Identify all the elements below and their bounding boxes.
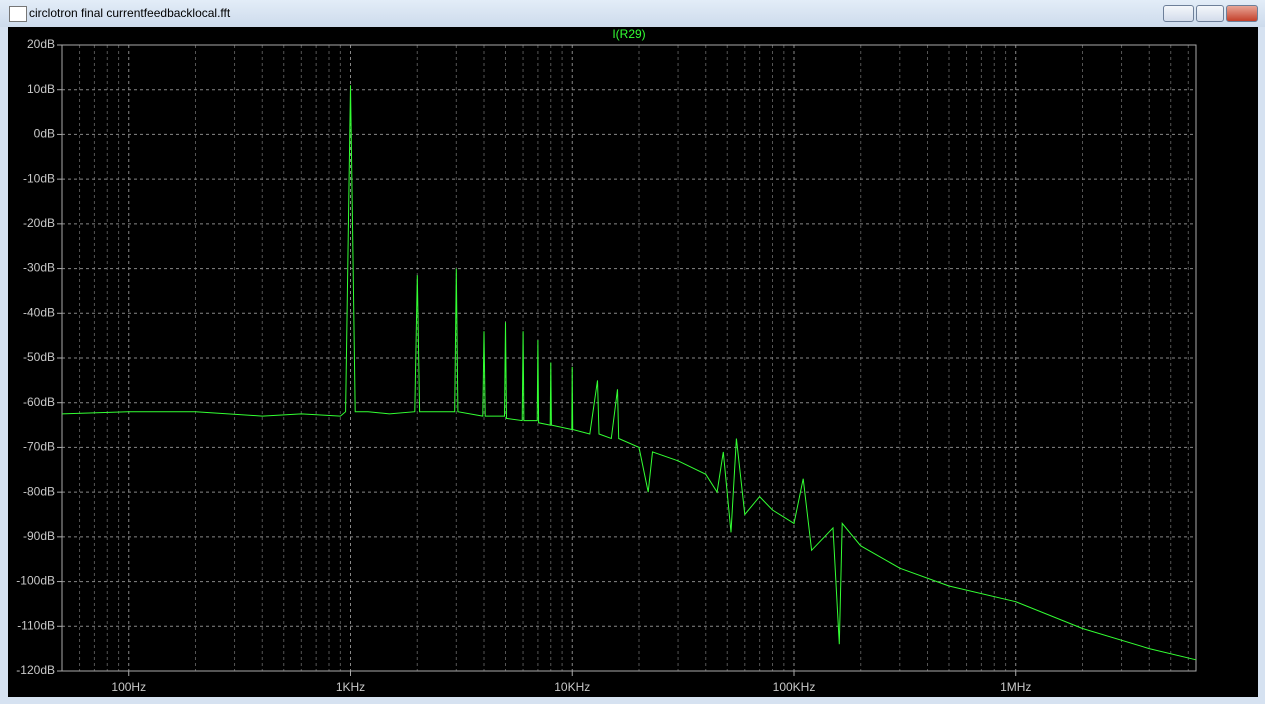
maximize-button[interactable] [1196, 5, 1224, 22]
y-tick-label: -30dB [23, 261, 55, 275]
chart-title: I(R29) [612, 27, 645, 41]
y-tick-label: 0dB [34, 127, 55, 141]
y-tick-label: 20dB [27, 37, 55, 51]
y-tick-label: -90dB [23, 529, 55, 543]
close-button[interactable] [1226, 5, 1258, 22]
y-tick-label: -50dB [23, 350, 55, 364]
x-tick-label: 100KHz [773, 680, 816, 694]
y-tick-label: -40dB [23, 305, 55, 319]
window-title: circlotron final currentfeedbacklocal.ff… [29, 6, 231, 20]
y-tick-label: -100dB [16, 574, 55, 588]
y-tick-label: -110dB [17, 618, 55, 632]
x-tick-label: 1MHz [1000, 680, 1031, 694]
y-tick-label: -120dB [16, 663, 55, 677]
y-tick-label: -60dB [23, 395, 55, 409]
x-tick-label: 100Hz [111, 680, 146, 694]
plot-frame [61, 44, 1197, 672]
window-icon [9, 6, 27, 22]
y-tick-label: -10dB [23, 171, 55, 185]
minimize-button[interactable] [1163, 5, 1194, 22]
x-tick-label: 1KHz [336, 680, 365, 694]
y-tick-label: -80dB [23, 484, 55, 498]
y-tick-label: 10dB [27, 82, 55, 96]
x-tick-label: 10KHz [554, 680, 590, 694]
plot-background [8, 27, 1258, 697]
y-tick-label: -70dB [23, 440, 55, 454]
series-line [61, 85, 1197, 661]
title-bar: circlotron final currentfeedbacklocal.ff… [0, 0, 1265, 27]
y-tick-label: -20dB [23, 216, 55, 230]
